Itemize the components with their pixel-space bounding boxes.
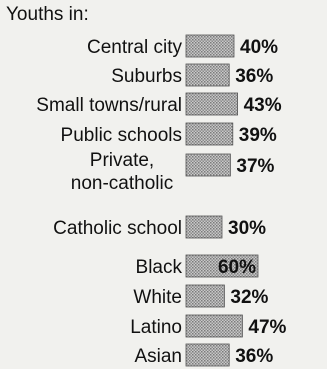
value-label: 47% — [248, 317, 286, 338]
bar — [185, 34, 235, 58]
value-label: 37% — [236, 156, 274, 177]
value-label: 40% — [240, 37, 278, 58]
bar-row-asian: Asian 36% — [134, 343, 273, 367]
category-label: Small towns/rural — [36, 95, 182, 116]
bar — [185, 153, 231, 177]
value-label: 30% — [228, 218, 266, 239]
bars-layer: Central city 40% Suburbs 36% Small towns/rur… — [36, 34, 287, 367]
bar — [185, 215, 223, 239]
bar-row-white: White 32% — [133, 284, 269, 308]
bar — [185, 314, 243, 338]
category-label: Catholic school — [53, 218, 182, 239]
bar-row-public-schools: Public schools 39% — [61, 122, 277, 146]
bar-row-catholic-school: Catholic school 30% — [53, 215, 266, 239]
value-label: 36% — [235, 66, 273, 87]
bar-row-black: Black 60% — [136, 254, 259, 278]
value-label: 43% — [244, 95, 282, 116]
category-label: Central city — [87, 37, 183, 58]
bar-row-suburbs: Suburbs 36% — [111, 63, 273, 87]
bar — [185, 92, 238, 116]
bar-row-small-towns-rural: Small towns/rural 43% — [36, 92, 282, 116]
bar — [185, 284, 225, 308]
bar-row-latino: Latino 47% — [130, 314, 287, 338]
bar-row-central-city: Central city 40% — [87, 34, 278, 58]
value-label: 36% — [235, 346, 273, 367]
category-label: Private, non-catholic — [71, 150, 173, 194]
bar — [185, 254, 259, 278]
category-label: Suburbs — [111, 66, 182, 87]
chart-header: Youths in: — [6, 4, 89, 25]
category-label: Latino — [130, 317, 182, 338]
value-label: 60% — [218, 257, 256, 278]
bar — [185, 343, 230, 367]
bar — [185, 122, 234, 146]
category-label: Asian — [134, 346, 182, 367]
bar-row-private-non-catholic: Private, non-catholic 37% — [71, 150, 275, 194]
category-label: Public schools — [61, 125, 182, 146]
value-label: 32% — [230, 287, 268, 308]
value-label: 39% — [239, 125, 277, 146]
category-label: White — [133, 287, 182, 308]
bar — [185, 63, 230, 87]
category-label: Black — [136, 257, 183, 278]
